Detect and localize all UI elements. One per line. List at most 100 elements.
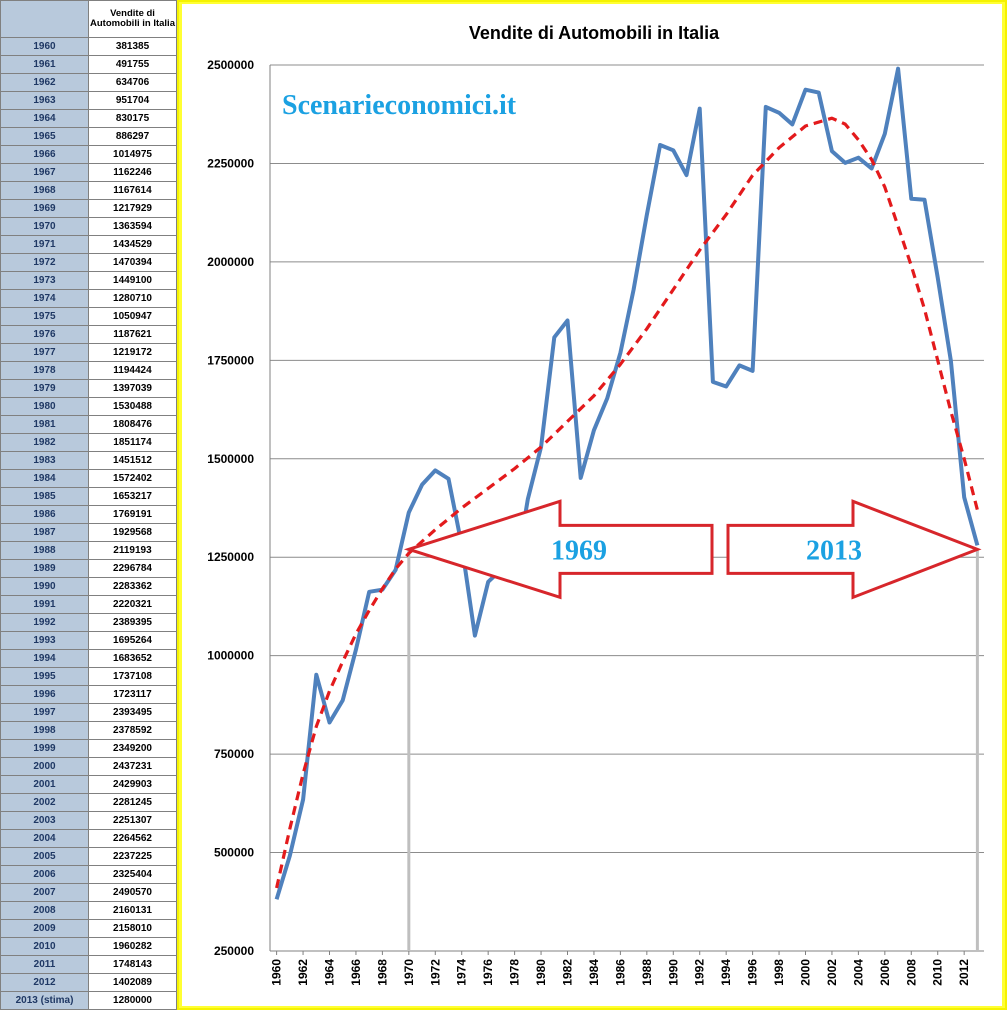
x-tick-label: 1966: [349, 959, 363, 986]
arrow-label-1969: 1969: [551, 535, 607, 566]
table-row: 2012 1402089: [0, 973, 177, 992]
table-cell-value: 1451512: [88, 451, 177, 470]
table-cell-value: 2119193: [88, 541, 177, 560]
table-cell-year: 1963: [0, 91, 89, 110]
table-row: 1960 381385: [0, 37, 177, 56]
table-cell-value: 2378592: [88, 721, 177, 740]
table-cell-value: 1280710: [88, 289, 177, 308]
table-cell-year: 1989: [0, 559, 89, 578]
table-row: 1987 1929568: [0, 523, 177, 542]
arrow-left-1969: [403, 499, 714, 600]
y-tick-label: 250000: [214, 944, 254, 958]
table-row: 1976 1187621: [0, 325, 177, 344]
table-row: 1964 830175: [0, 109, 177, 128]
table-cell-value: 2160131: [88, 901, 177, 920]
table-cell-year: 1990: [0, 577, 89, 596]
table-row: 1993 1695264: [0, 631, 177, 650]
table-cell-value: 1851174: [88, 433, 177, 452]
arrow-right-2013: [726, 499, 982, 600]
table-cell-value: 2283362: [88, 577, 177, 596]
table-row: 2009 2158010: [0, 919, 177, 938]
table-cell-year: 1961: [0, 55, 89, 74]
table-cell-year: 2009: [0, 919, 89, 938]
table-cell-year: 1982: [0, 433, 89, 452]
table-cell-year: 1993: [0, 631, 89, 650]
table-cell-year: 1976: [0, 325, 89, 344]
table-cell-value: 1723117: [88, 685, 177, 704]
table-row: 1992 2389395: [0, 613, 177, 632]
table-row: 1995 1737108: [0, 667, 177, 686]
y-tick-label: 1250000: [207, 550, 254, 564]
y-tick-label: 1750000: [207, 353, 254, 367]
y-tick-label: 1000000: [207, 649, 254, 663]
table-cell-year: 2005: [0, 847, 89, 866]
table-cell-year: 1980: [0, 397, 89, 416]
table-cell-value: 2281245: [88, 793, 177, 812]
table-cell-year: 1973: [0, 271, 89, 290]
table-row: 1986 1769191: [0, 505, 177, 524]
table-cell-value: 1960282: [88, 937, 177, 956]
table-cell-year: 1967: [0, 163, 89, 182]
table-cell-value: 1219172: [88, 343, 177, 362]
table-row: 1985 1653217: [0, 487, 177, 506]
table-cell-value: 2349200: [88, 739, 177, 758]
table-cell-year: 1988: [0, 541, 89, 560]
table-cell-value: 886297: [88, 127, 177, 146]
table-cell-year: 1994: [0, 649, 89, 668]
table-row: 2013 (stima) 1280000: [0, 991, 177, 1010]
table-cell-year: 2006: [0, 865, 89, 884]
table-cell-year: 2004: [0, 829, 89, 848]
table-cell-year: 1981: [0, 415, 89, 434]
x-tick-label: 1986: [613, 959, 627, 986]
table-cell-year: 2011: [0, 955, 89, 974]
table-cell-value: 1397039: [88, 379, 177, 398]
table-cell-year: 1998: [0, 721, 89, 740]
table-cell-value: 1050947: [88, 307, 177, 326]
table-cell-value: 1162246: [88, 163, 177, 182]
table-row: 2003 2251307: [0, 811, 177, 830]
table-row: 2008 2160131: [0, 901, 177, 920]
table-cell-value: 491755: [88, 55, 177, 74]
x-tick-label: 1994: [719, 959, 733, 986]
table-cell-year: 1997: [0, 703, 89, 722]
x-tick-label: 1964: [323, 959, 337, 986]
line-chart: Vendite di Automobili in Italia 250000 500…: [207, 23, 984, 986]
x-tick-label: 1978: [508, 959, 522, 986]
x-tick-label: 1962: [296, 959, 310, 986]
table-row: 2002 2281245: [0, 793, 177, 812]
table-cell-year: 1970: [0, 217, 89, 236]
table-row: 1996 1723117: [0, 685, 177, 704]
table-cell-value: 1402089: [88, 973, 177, 992]
table-cell-value: 1929568: [88, 523, 177, 542]
table-cell-year: 2000: [0, 757, 89, 776]
table-cell-value: 1572402: [88, 469, 177, 488]
table-cell-value: 1167614: [88, 181, 177, 200]
x-tick-label: 1992: [693, 959, 707, 986]
x-tick-label: 1980: [534, 959, 548, 986]
table-row: 1963 951704: [0, 91, 177, 110]
table-cell-value: 2264562: [88, 829, 177, 848]
table-cell-value: 1434529: [88, 235, 177, 254]
table-cell-year: 2002: [0, 793, 89, 812]
table-cell-year: 1986: [0, 505, 89, 524]
table-cell-year: 2008: [0, 901, 89, 920]
table-row: 1982 1851174: [0, 433, 177, 452]
table-row: 2010 1960282: [0, 937, 177, 956]
table-row: 1988 2119193: [0, 541, 177, 560]
x-tick-label: 1990: [666, 959, 680, 986]
table-row: 1978 1194424: [0, 361, 177, 380]
table-cell-value: 1653217: [88, 487, 177, 506]
table-cell-year: 1999: [0, 739, 89, 758]
table-row: 2005 2237225: [0, 847, 177, 866]
x-tick-label: 2000: [799, 959, 813, 986]
table-row: 1980 1530488: [0, 397, 177, 416]
x-tick-label: 2006: [878, 959, 892, 986]
table-row: 1973 1449100: [0, 271, 177, 290]
table-row: 1989 2296784: [0, 559, 177, 578]
table-cell-year: 1965: [0, 127, 89, 146]
y-tick-label: 2250000: [207, 156, 254, 170]
x-tick-label: 1968: [375, 959, 389, 986]
chart-frame: Vendite di Automobili in Italia 250000 500…: [177, 0, 1007, 1010]
table-cell-value: 2429903: [88, 775, 177, 794]
table-cell-value: 381385: [88, 37, 177, 56]
